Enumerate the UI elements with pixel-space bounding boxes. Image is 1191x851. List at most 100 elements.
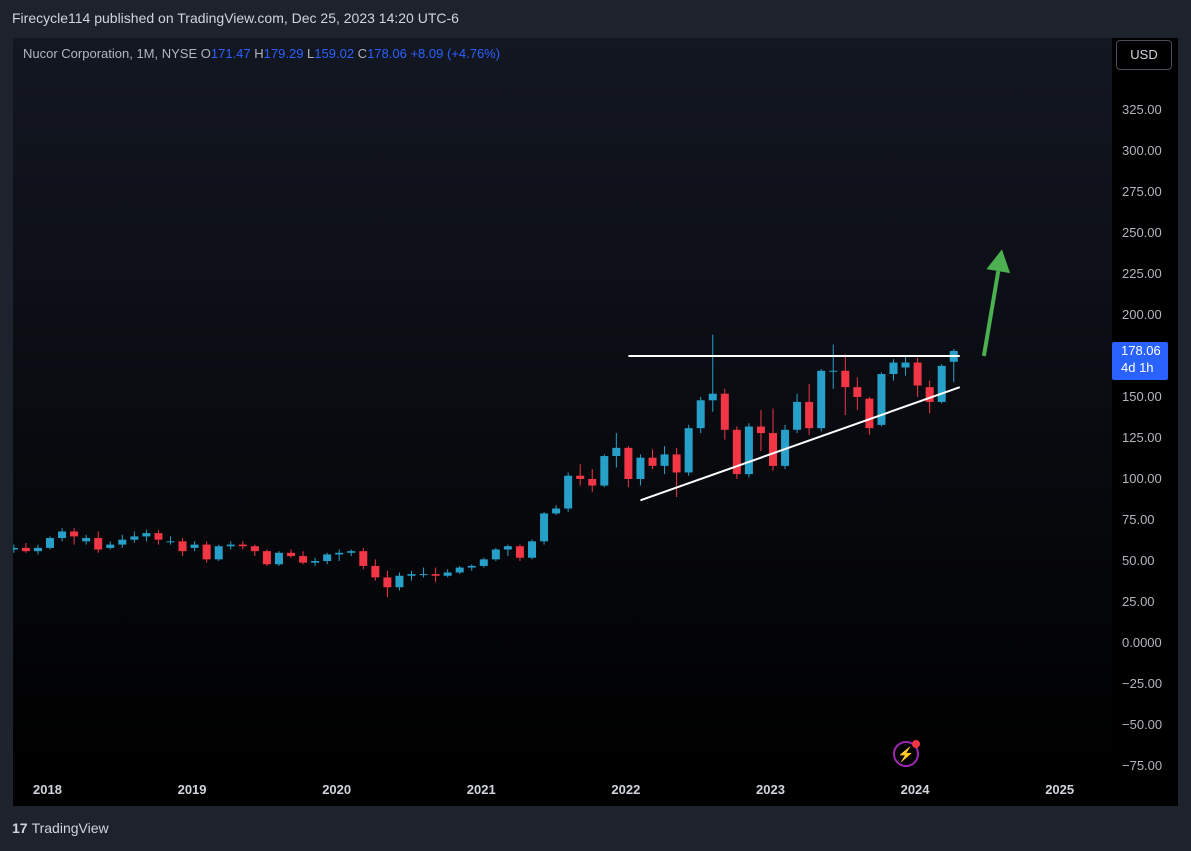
price-axis[interactable] bbox=[1112, 38, 1178, 772]
candle-down bbox=[21, 547, 30, 552]
candle-down bbox=[383, 577, 392, 588]
candle-up bbox=[901, 362, 910, 368]
y-tick-label: 150.00 bbox=[1122, 389, 1162, 404]
candle-up bbox=[467, 565, 476, 568]
y-tick-label: 250.00 bbox=[1122, 225, 1162, 240]
x-tick-label: 2025 bbox=[1045, 782, 1075, 797]
candle-down bbox=[624, 447, 633, 479]
candle-up bbox=[600, 456, 609, 486]
brand-name: TradingView bbox=[31, 820, 109, 836]
chart-pane[interactable] bbox=[13, 38, 1112, 772]
candle-up bbox=[58, 531, 67, 539]
candle-down bbox=[576, 475, 585, 479]
y-tick-label: −75.00 bbox=[1122, 758, 1163, 773]
candle-down bbox=[515, 546, 524, 558]
candle-up bbox=[118, 539, 127, 545]
candle-down bbox=[925, 387, 934, 402]
support-trendline bbox=[640, 386, 961, 502]
candle-up bbox=[696, 400, 705, 429]
candle-down bbox=[841, 370, 850, 388]
candle-down bbox=[94, 538, 103, 550]
candle-down bbox=[913, 362, 922, 386]
candle-down bbox=[154, 533, 163, 540]
lightning-icon[interactable]: ⚡ bbox=[893, 740, 920, 767]
x-tick-label: 2022 bbox=[611, 782, 641, 797]
candle-up bbox=[781, 429, 790, 466]
publish-bar: Firecycle114 published on TradingView.co… bbox=[0, 0, 1191, 38]
candle-up bbox=[395, 575, 404, 588]
candle-up bbox=[46, 538, 54, 548]
candle-down bbox=[371, 565, 380, 578]
candle-up bbox=[455, 567, 464, 573]
candle-up bbox=[443, 572, 452, 576]
x-tick-label: 2021 bbox=[466, 782, 496, 797]
y-tick-label: 275.00 bbox=[1122, 184, 1162, 199]
candle-up bbox=[190, 544, 199, 548]
x-tick-label: 2024 bbox=[900, 782, 930, 797]
y-tick-label: 200.00 bbox=[1122, 307, 1162, 322]
close-label: C bbox=[357, 46, 368, 61]
candle-up bbox=[793, 401, 802, 430]
candle-up bbox=[877, 374, 886, 425]
y-tick-label: 50.00 bbox=[1122, 553, 1155, 568]
arrow-shaft bbox=[981, 270, 1001, 357]
y-tick-label: 225.00 bbox=[1122, 266, 1162, 281]
open-value: 171.47 bbox=[210, 46, 251, 61]
candle-up bbox=[13, 547, 18, 550]
candle-down bbox=[865, 398, 874, 429]
currency-button[interactable]: USD bbox=[1116, 40, 1172, 70]
candle-up bbox=[106, 544, 115, 548]
y-tick-label: 100.00 bbox=[1122, 471, 1162, 486]
symbol-name[interactable]: Nucor Corporation, 1M, NYSE bbox=[23, 46, 198, 61]
x-tick-label: 2019 bbox=[177, 782, 207, 797]
tradingview-logo: 17 TradingView bbox=[12, 820, 109, 836]
candle-up bbox=[684, 428, 693, 473]
axis-corner bbox=[1112, 772, 1178, 806]
candle-up bbox=[142, 533, 151, 537]
y-tick-label: 125.00 bbox=[1122, 430, 1162, 445]
symbol-legend: Nucor Corporation, 1M, NYSE O171.47 H179… bbox=[23, 46, 500, 61]
y-tick-label: −25.00 bbox=[1122, 676, 1163, 691]
candle-up bbox=[937, 365, 946, 402]
last-price-label: 178.06 4d 1h bbox=[1112, 342, 1168, 380]
candle-down bbox=[805, 401, 814, 429]
y-tick-label: 25.00 bbox=[1122, 594, 1155, 609]
candle-down bbox=[588, 479, 597, 486]
candle-up bbox=[419, 574, 428, 576]
candle-down bbox=[70, 531, 79, 537]
y-tick-label: 75.00 bbox=[1122, 512, 1155, 527]
notification-dot bbox=[912, 740, 920, 748]
high-value: 179.29 bbox=[263, 46, 304, 61]
x-tick-label: 2020 bbox=[322, 782, 352, 797]
candle-up bbox=[503, 546, 512, 550]
y-tick-label: 300.00 bbox=[1122, 143, 1162, 158]
candle-down bbox=[250, 546, 259, 552]
candle-up bbox=[33, 547, 42, 552]
candle-down bbox=[431, 574, 440, 576]
candle-up bbox=[214, 546, 223, 560]
time-axis[interactable] bbox=[13, 772, 1112, 806]
candle-down bbox=[648, 457, 657, 466]
candle-down bbox=[238, 544, 247, 547]
candle-up bbox=[564, 475, 573, 509]
candle-up bbox=[552, 508, 561, 514]
candle-up bbox=[166, 541, 175, 543]
candle-up bbox=[660, 454, 669, 466]
candle-down bbox=[178, 541, 187, 552]
candle-down bbox=[299, 556, 308, 563]
candle-up bbox=[708, 393, 717, 401]
candle-down bbox=[720, 393, 729, 430]
close-value: 178.06 bbox=[367, 46, 407, 61]
candle-up bbox=[479, 559, 488, 566]
candle-up bbox=[274, 552, 283, 565]
bar-countdown: 4d 1h bbox=[1121, 360, 1154, 375]
candle-up bbox=[130, 536, 139, 540]
publish-info: Firecycle114 published on TradingView.co… bbox=[12, 10, 459, 26]
candle-up bbox=[82, 538, 91, 542]
candle-up bbox=[528, 541, 536, 558]
candle-up bbox=[636, 457, 645, 479]
low-label: L bbox=[307, 46, 315, 61]
candle-down bbox=[359, 551, 368, 566]
candle-up bbox=[335, 552, 344, 555]
